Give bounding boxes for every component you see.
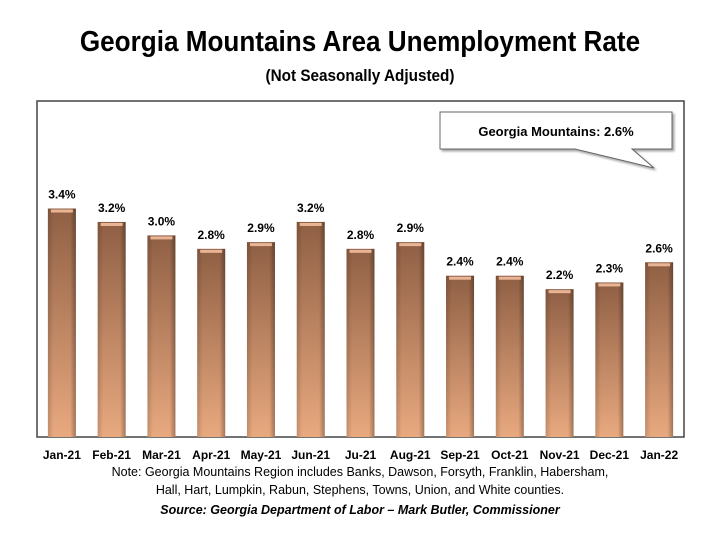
chart-title: Georgia Mountains Area Unemployment Rate — [79, 26, 641, 58]
bar-shade — [47, 208, 76, 437]
bar-shade — [147, 235, 176, 437]
x-tick-label: Dec-21 — [590, 448, 630, 462]
data-label: 2.8% — [347, 228, 375, 242]
callout: Georgia Mountains: 2.6% — [439, 111, 673, 169]
bar-shade — [645, 262, 674, 437]
x-tick-label: Aug-21 — [390, 448, 431, 462]
data-label: 2.3% — [596, 261, 624, 275]
bar-bevel — [399, 243, 422, 247]
note-line-2: Hall, Hart, Lumpkin, Rabun, Stephens, To… — [155, 483, 565, 497]
data-label: 2.4% — [446, 255, 474, 269]
bar-bevel — [249, 243, 272, 247]
bar-shade — [197, 248, 226, 437]
bar-bevel — [548, 290, 571, 294]
chart-subtitle: (Not Seasonally Adjusted) — [265, 66, 455, 85]
bar-shade — [396, 242, 425, 437]
x-tick-label: Mar-21 — [142, 448, 181, 462]
x-tick-label: Jan-21 — [43, 448, 81, 462]
x-tick-label: Nov-21 — [540, 448, 580, 462]
data-label: 3.0% — [148, 214, 176, 228]
source-text: Source: Georgia Department of Labor – Ma… — [160, 503, 560, 517]
note-line-1: Note: Georgia Mountains Region includes … — [111, 465, 609, 479]
bar-shade — [595, 282, 624, 437]
x-tick-label: Jun-21 — [291, 448, 330, 462]
callout-text: Georgia Mountains: 2.6% — [478, 124, 634, 139]
bar-bevel — [299, 222, 322, 226]
x-tick-label: Feb-21 — [92, 448, 131, 462]
x-tick-label: May-21 — [241, 448, 282, 462]
x-tick-label: Sep-21 — [440, 448, 480, 462]
bar-bevel — [498, 276, 521, 280]
data-label: 2.9% — [247, 221, 275, 235]
bar-shade — [545, 289, 574, 437]
data-label: 2.8% — [198, 228, 226, 242]
data-label: 3.2% — [297, 201, 325, 215]
data-label: 2.9% — [397, 221, 425, 235]
data-label: 2.2% — [546, 268, 574, 282]
bar-shade — [346, 248, 375, 437]
x-tick-label: Apr-21 — [192, 448, 230, 462]
x-tick-label: Ju-21 — [345, 448, 377, 462]
bar-shade — [495, 275, 524, 437]
chart-note: Note: Georgia Mountains Region includes … — [0, 463, 720, 499]
data-label: 3.4% — [48, 188, 76, 202]
bar-bevel — [648, 263, 671, 267]
bar-bevel — [200, 249, 223, 253]
bar-bevel — [598, 283, 621, 287]
bar-shade — [246, 242, 275, 437]
bar-bevel — [449, 276, 472, 280]
bar-bevel — [100, 222, 123, 226]
bar-shade — [446, 275, 475, 437]
bar-bevel — [349, 249, 372, 253]
bar-shade — [296, 221, 325, 437]
x-tick-label: Jan-22 — [640, 448, 678, 462]
bar-bevel — [150, 236, 173, 240]
data-label: 2.6% — [645, 241, 673, 255]
data-label: 2.4% — [496, 255, 524, 269]
bar-bevel — [50, 209, 73, 213]
data-label: 3.2% — [98, 201, 126, 215]
x-tick-label: Oct-21 — [491, 448, 529, 462]
bar-shade — [97, 221, 126, 437]
